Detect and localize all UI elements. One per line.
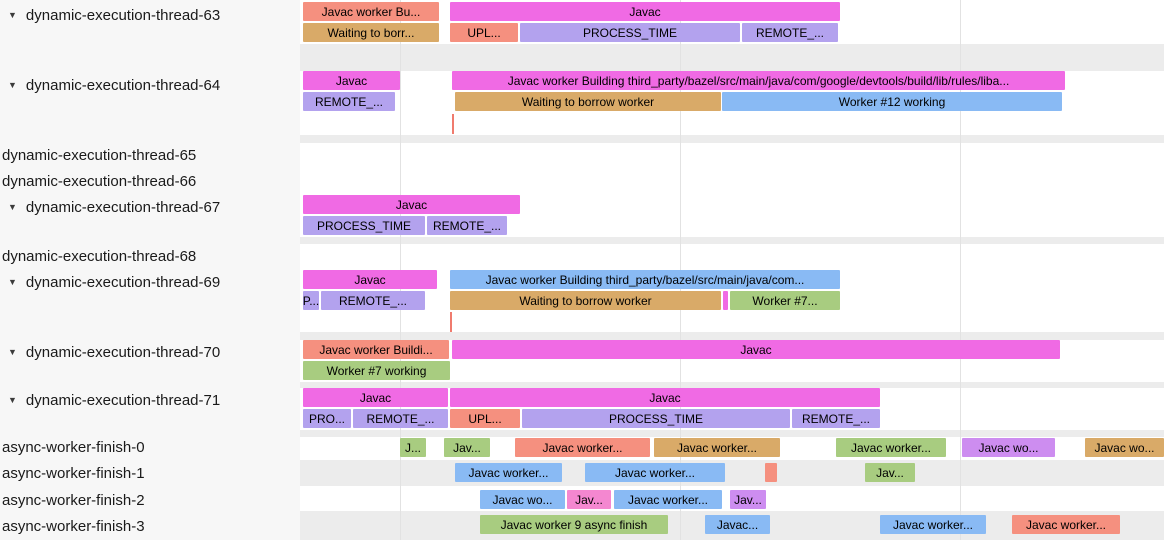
- trace-slice[interactable]: Worker #12 working: [722, 92, 1062, 111]
- trace-slice[interactable]: Javac: [450, 2, 840, 21]
- thread-name: async-worker-finish-2: [2, 491, 145, 509]
- thread-label-async-worker-finish-2[interactable]: async-worker-finish-2: [0, 490, 145, 510]
- trace-slice[interactable]: Javac: [303, 388, 448, 407]
- timeline-canvas[interactable]: Javac worker Bu... Javac Waiting to borr..…: [300, 0, 1164, 540]
- trace-slice[interactable]: Javac...: [705, 515, 770, 534]
- thread-label-dynamic-execution-thread-70[interactable]: ▼ dynamic-execution-thread-70: [0, 342, 220, 362]
- trace-slice[interactable]: Javac wo...: [962, 438, 1055, 457]
- trace-slice[interactable]: PROCESS_TIME: [520, 23, 740, 42]
- trace-slice[interactable]: Waiting to borr...: [303, 23, 439, 42]
- row-background-band: [300, 44, 1164, 71]
- thread-list: ▼ dynamic-execution-thread-63 ▼ dynamic-exe…: [0, 0, 300, 540]
- thread-name: dynamic-execution-thread-64: [25, 76, 221, 94]
- trace-slice[interactable]: Javac: [303, 270, 437, 289]
- expander-arrow-icon[interactable]: ▼: [8, 79, 17, 90]
- thread-name: dynamic-execution-thread-67: [25, 198, 221, 216]
- trace-slice[interactable]: Javac worker Building third_party/bazel/…: [452, 71, 1065, 90]
- trace-slice[interactable]: J...: [400, 438, 426, 457]
- trace-slice[interactable]: Javac wo...: [1085, 438, 1164, 457]
- trace-slice[interactable]: REMOTE_...: [792, 409, 880, 428]
- trace-slice[interactable]: Javac worker...: [880, 515, 986, 534]
- trace-slice[interactable]: REMOTE_...: [742, 23, 838, 42]
- trace-slice[interactable]: Javac worker Building third_party/bazel/…: [450, 270, 840, 289]
- flow-event-tick[interactable]: [450, 312, 452, 332]
- trace-slice[interactable]: Javac worker...: [1012, 515, 1120, 534]
- trace-slice[interactable]: UPL...: [450, 409, 520, 428]
- trace-slice[interactable]: UPL...: [450, 23, 518, 42]
- trace-slice[interactable]: [723, 291, 728, 310]
- thread-label-async-worker-finish-1[interactable]: async-worker-finish-1: [0, 463, 145, 483]
- trace-slice[interactable]: Jav...: [865, 463, 915, 482]
- thread-label-async-worker-finish-0[interactable]: async-worker-finish-0: [0, 437, 145, 457]
- expander-arrow-icon[interactable]: ▼: [8, 346, 17, 357]
- trace-slice[interactable]: REMOTE_...: [427, 216, 507, 235]
- trace-slice[interactable]: [765, 463, 777, 482]
- row-background-band: [300, 332, 1164, 340]
- thread-label-async-worker-finish-3[interactable]: async-worker-finish-3: [0, 516, 145, 536]
- thread-name: dynamic-execution-thread-69: [25, 273, 221, 291]
- trace-slice[interactable]: PROCESS_TIME: [522, 409, 790, 428]
- trace-slice[interactable]: Javac worker Bu...: [303, 2, 439, 21]
- trace-slice[interactable]: Javac worker...: [614, 490, 722, 509]
- thread-label-dynamic-execution-thread-63[interactable]: ▼ dynamic-execution-thread-63: [0, 5, 220, 25]
- trace-slice[interactable]: Waiting to borrow worker: [450, 291, 721, 310]
- row-background-band: [300, 460, 1164, 486]
- row-background-band: [300, 237, 1164, 244]
- thread-label-dynamic-execution-thread-69[interactable]: ▼ dynamic-execution-thread-69: [0, 272, 220, 292]
- row-background-band: [300, 135, 1164, 143]
- trace-slice[interactable]: Javac wo...: [480, 490, 565, 509]
- thread-name: async-worker-finish-1: [2, 464, 145, 482]
- time-gridline: [960, 0, 961, 540]
- trace-slice[interactable]: Javac worker...: [836, 438, 946, 457]
- trace-slice[interactable]: Javac worker Buildi...: [303, 340, 449, 359]
- thread-label-dynamic-execution-thread-65[interactable]: dynamic-execution-thread-65: [0, 145, 196, 165]
- trace-slice[interactable]: Javac: [452, 340, 1060, 359]
- thread-label-dynamic-execution-thread-67[interactable]: ▼ dynamic-execution-thread-67: [0, 197, 220, 217]
- thread-name: dynamic-execution-thread-63: [25, 6, 221, 24]
- flow-event-tick[interactable]: [452, 114, 454, 134]
- trace-slice[interactable]: PROCESS_TIME: [303, 216, 425, 235]
- trace-slice[interactable]: P...: [303, 291, 319, 310]
- trace-slice[interactable]: Javac: [303, 71, 400, 90]
- thread-label-dynamic-execution-thread-66[interactable]: dynamic-execution-thread-66: [0, 171, 196, 191]
- row-background-band: [300, 382, 1164, 388]
- thread-label-dynamic-execution-thread-71[interactable]: ▼ dynamic-execution-thread-71: [0, 390, 220, 410]
- thread-name: async-worker-finish-0: [2, 438, 145, 456]
- expander-arrow-icon[interactable]: ▼: [8, 201, 17, 212]
- thread-label-dynamic-execution-thread-64[interactable]: ▼ dynamic-execution-thread-64: [0, 75, 220, 95]
- thread-name: dynamic-execution-thread-70: [25, 343, 221, 361]
- trace-slice[interactable]: Javac: [303, 195, 520, 214]
- trace-slice[interactable]: Waiting to borrow worker: [455, 92, 721, 111]
- trace-slice[interactable]: REMOTE_...: [303, 92, 395, 111]
- trace-slice[interactable]: Worker #7...: [730, 291, 840, 310]
- trace-slice[interactable]: Javac worker...: [654, 438, 780, 457]
- thread-label-dynamic-execution-thread-68[interactable]: dynamic-execution-thread-68: [0, 246, 196, 266]
- trace-slice[interactable]: REMOTE_...: [353, 409, 448, 428]
- trace-slice[interactable]: Jav...: [567, 490, 611, 509]
- trace-slice[interactable]: Worker #7 working: [303, 361, 450, 380]
- expander-arrow-icon[interactable]: ▼: [8, 9, 17, 20]
- expander-arrow-icon[interactable]: ▼: [8, 394, 17, 405]
- trace-slice[interactable]: Javac worker...: [585, 463, 725, 482]
- trace-slice[interactable]: Javac worker 9 async finish: [480, 515, 668, 534]
- trace-slice[interactable]: Jav...: [444, 438, 490, 457]
- trace-slice[interactable]: Javac: [450, 388, 880, 407]
- trace-slice[interactable]: Jav...: [730, 490, 766, 509]
- row-background-band: [300, 430, 1164, 437]
- thread-name: dynamic-execution-thread-65: [2, 146, 197, 164]
- thread-name: dynamic-execution-thread-68: [2, 247, 197, 265]
- thread-name: dynamic-execution-thread-66: [2, 172, 197, 190]
- trace-slice[interactable]: REMOTE_...: [321, 291, 425, 310]
- trace-slice[interactable]: Javac worker...: [515, 438, 650, 457]
- trace-slice[interactable]: PRO...: [303, 409, 351, 428]
- trace-slice[interactable]: Javac worker...: [455, 463, 562, 482]
- expander-arrow-icon[interactable]: ▼: [8, 276, 17, 287]
- thread-name: async-worker-finish-3: [2, 517, 145, 535]
- thread-name: dynamic-execution-thread-71: [25, 391, 221, 409]
